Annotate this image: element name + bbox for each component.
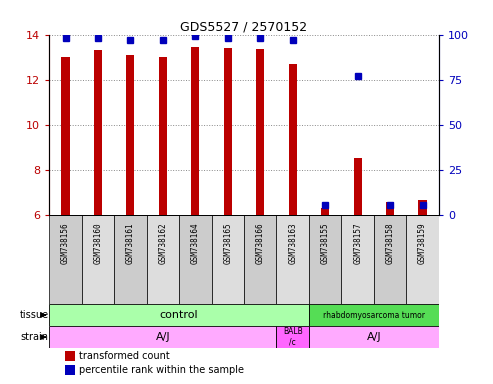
Bar [94, 50, 102, 215]
Text: percentile rank within the sample: percentile rank within the sample [78, 365, 244, 375]
Bar [191, 47, 199, 215]
Text: rhabdomyosarcoma tumor: rhabdomyosarcoma tumor [323, 311, 425, 319]
Text: strain: strain [21, 332, 49, 342]
Bar [386, 202, 394, 215]
Text: GSM738160: GSM738160 [94, 223, 103, 264]
Bar [49, 304, 309, 326]
Text: GSM738165: GSM738165 [223, 223, 232, 264]
Bar [159, 57, 167, 215]
Text: BALB
/c: BALB /c [283, 328, 303, 347]
Bar [353, 158, 362, 215]
Bar [309, 215, 341, 304]
Text: transformed count: transformed count [78, 351, 169, 361]
Text: GSM738158: GSM738158 [386, 223, 394, 264]
Bar [211, 215, 244, 304]
Bar [65, 365, 74, 375]
Text: GSM738157: GSM738157 [353, 223, 362, 264]
Bar [49, 215, 82, 304]
Title: GDS5527 / 2570152: GDS5527 / 2570152 [180, 20, 308, 33]
Text: GSM738156: GSM738156 [61, 223, 70, 264]
Bar [126, 55, 135, 215]
Bar [49, 326, 277, 348]
Bar [62, 57, 70, 215]
Text: GSM738159: GSM738159 [418, 223, 427, 264]
Bar [65, 351, 74, 361]
Bar [256, 49, 264, 215]
Bar [289, 64, 297, 215]
Bar [277, 215, 309, 304]
Bar [374, 215, 406, 304]
Bar [114, 215, 147, 304]
Bar [82, 215, 114, 304]
Bar [309, 304, 439, 326]
Text: GSM738161: GSM738161 [126, 223, 135, 264]
Bar [277, 326, 309, 348]
Text: GSM738162: GSM738162 [158, 223, 168, 264]
Bar [341, 215, 374, 304]
Bar [179, 215, 211, 304]
Text: GSM738166: GSM738166 [256, 223, 265, 264]
Text: A/J: A/J [156, 332, 170, 342]
Bar [244, 215, 277, 304]
Text: A/J: A/J [367, 332, 381, 342]
Bar [309, 326, 439, 348]
Text: GSM738155: GSM738155 [320, 223, 330, 264]
Bar [321, 208, 329, 215]
Text: GSM738164: GSM738164 [191, 223, 200, 264]
Bar [224, 48, 232, 215]
Bar [406, 215, 439, 304]
Bar [147, 215, 179, 304]
Text: control: control [160, 310, 199, 320]
Text: tissue: tissue [20, 310, 49, 320]
Bar [419, 200, 426, 215]
Text: GSM738163: GSM738163 [288, 223, 297, 264]
